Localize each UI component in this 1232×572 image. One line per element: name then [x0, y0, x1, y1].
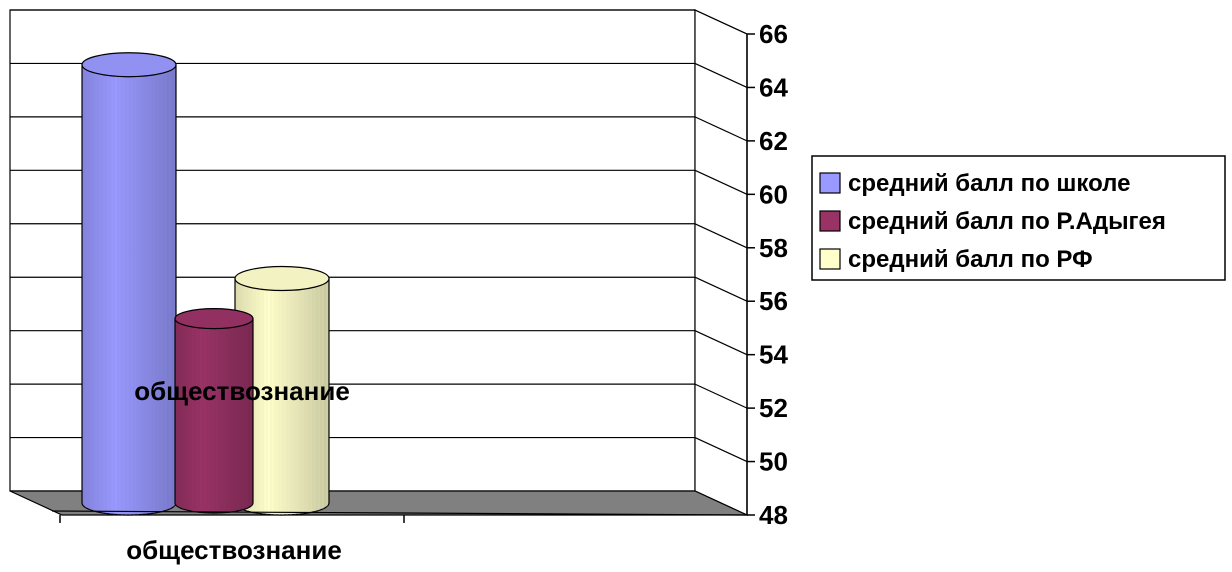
category-axis-line: [51, 510, 748, 516]
bar-top: [174, 308, 254, 330]
gridline-side: [694, 9, 748, 35]
category-label: обществознание: [126, 535, 342, 565]
tick-label: 52: [759, 393, 788, 423]
gridline-side: [694, 330, 748, 356]
bars: [81, 52, 330, 516]
bar-top: [81, 52, 177, 78]
side-wall: [694, 9, 748, 516]
tick-label: 56: [759, 286, 788, 316]
gridline-side: [694, 276, 748, 302]
gridline-side: [694, 62, 748, 88]
legend-swatch: [819, 210, 841, 232]
tick-label: 60: [759, 179, 788, 209]
tick-label: 64: [759, 72, 788, 102]
bar-2: [174, 308, 254, 514]
legend-swatch: [819, 172, 841, 194]
gridline-side: [694, 223, 748, 249]
bar-top: [234, 265, 330, 292]
legend: средний балл по школе средний балл по Р.А…: [811, 155, 1226, 281]
legend-label: средний балл по РФ: [848, 246, 1093, 273]
gridline-side: [694, 169, 748, 195]
tick-label: 48: [759, 500, 788, 530]
legend-label: средний балл по Р.Адыгея: [848, 208, 1166, 235]
tick-label: 54: [759, 340, 788, 370]
gridline-side: [694, 116, 748, 142]
tick-label: 50: [759, 447, 788, 477]
tick-label: 66: [759, 19, 788, 49]
legend-swatch: [819, 248, 841, 270]
legend-label: средний балл по школе: [848, 170, 1130, 197]
tick-label: 62: [759, 126, 788, 156]
tick-label: 58: [759, 233, 788, 263]
gridline-side: [694, 437, 748, 463]
data-label: обществознание: [134, 376, 350, 406]
legend-box: [811, 155, 1226, 281]
bar-body: [174, 318, 254, 514]
bar-1: [81, 52, 177, 516]
bar-body: [81, 64, 177, 516]
value-axis: 48 50 52 54 56 58 60 62 64 66: [746, 19, 788, 530]
category-axis: [51, 510, 748, 523]
gridline-side: [694, 383, 748, 409]
